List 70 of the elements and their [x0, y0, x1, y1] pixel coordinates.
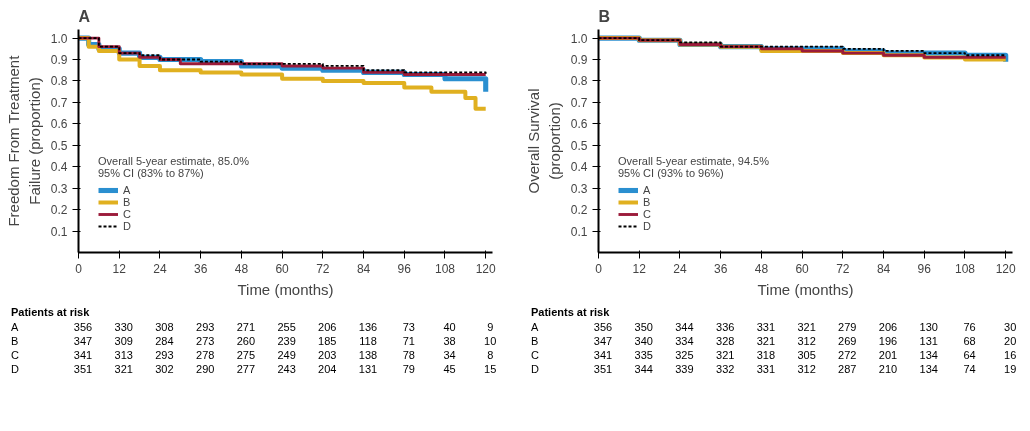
text: D 351 344 339 332 331 312 287 210 134 74 19 [531, 363, 1017, 375]
y-tick-label: 0.7 [50, 95, 68, 110]
legend-label: C [123, 208, 132, 220]
x-tick-label: 108 [434, 261, 456, 276]
text: B 347 340 334 328 321 312 269 196 131 68 20 [531, 335, 1017, 347]
y-tick-label: 0.6 [570, 117, 588, 132]
text: B 347 309 284 273 260 239 185 118 71 38 10 [11, 335, 497, 347]
x-tick-label: 24 [673, 261, 687, 276]
x-tick-label: 0 [595, 261, 603, 276]
x-axis-title: Time (months) [237, 280, 334, 298]
y-tick-label: 0.4 [570, 160, 588, 175]
legend-label: C [643, 208, 652, 220]
legend-label: A [643, 184, 652, 196]
x-tick-label: 96 [397, 261, 412, 276]
x-tick-label: 24 [153, 261, 167, 276]
x-tick-label: 84 [876, 261, 891, 276]
x-tick-label: 12 [632, 261, 647, 276]
y-tick-label: 0.9 [50, 53, 68, 68]
legend-label: A [123, 184, 132, 196]
x-tick-label: 120 [475, 261, 497, 276]
y-tick-label: 0.3 [570, 181, 588, 196]
text: D 351 321 302 290 277 243 204 131 79 45 15 [11, 363, 497, 375]
y-tick-label: 0.5 [50, 138, 68, 153]
x-tick-label: 60 [795, 261, 810, 276]
y-tick-label: 0.8 [50, 74, 68, 89]
x-tick-label: 72 [316, 261, 330, 276]
annotation: Overall 5-year estimate, 85.0% [98, 155, 250, 167]
text: C 341 313 293 278 275 249 203 138 78 34 8 [11, 349, 494, 361]
x-tick-label: 84 [356, 261, 371, 276]
y-axis-title: Overall Survival (proportion) [525, 88, 563, 194]
legend-label: D [123, 220, 132, 232]
text: A 356 330 308 293 271 255 206 136 73 40 9 [11, 321, 494, 333]
y-tick-label: 0.6 [50, 117, 68, 132]
chart-title: B [598, 7, 611, 25]
legend-label: D [643, 220, 652, 232]
text: Patients at risk [11, 305, 90, 320]
y-tick-label: 0.9 [570, 53, 588, 68]
y-tick-label: 0.1 [50, 224, 68, 239]
y-tick-label: 0.5 [570, 138, 588, 153]
y-tick-label: 1.0 [570, 31, 588, 46]
text: C 341 335 325 321 318 305 272 201 134 64 16 [531, 349, 1017, 361]
x-axis-title: Time (months) [757, 280, 854, 298]
legend-label: B [643, 196, 652, 208]
y-tick-label: 0.2 [570, 203, 588, 218]
x-tick-label: 36 [713, 261, 728, 276]
y-tick-label: 0.1 [570, 224, 588, 239]
x-tick-label: 60 [275, 261, 290, 276]
text: Patients at risk [531, 305, 610, 320]
x-tick-label: 108 [954, 261, 976, 276]
y-tick-label: 0.8 [570, 74, 588, 89]
y-tick-label: 1.0 [50, 31, 68, 46]
x-tick-label: 72 [836, 261, 850, 276]
chart-title: A [78, 7, 91, 25]
legend-label: B [123, 196, 132, 208]
y-tick-label: 0.3 [50, 181, 68, 196]
y-tick-label: 0.7 [570, 95, 588, 110]
x-tick-label: 48 [754, 261, 769, 276]
annotation: 95% CI (93% to 96%) [618, 167, 724, 179]
x-tick-label: 96 [917, 261, 932, 276]
x-tick-label: 48 [234, 261, 249, 276]
y-tick-label: 0.2 [50, 203, 68, 218]
x-tick-label: 0 [75, 261, 83, 276]
x-tick-label: 120 [995, 261, 1017, 276]
annotation: Overall 5-year estimate, 94.5% [618, 155, 770, 167]
y-axis-title: Freedom From Treatment Failure (proportion) [5, 54, 43, 227]
x-tick-label: 12 [112, 261, 127, 276]
y-tick-label: 0.4 [50, 160, 68, 175]
x-tick-label: 36 [193, 261, 208, 276]
annotation: 95% CI (83% to 87%) [98, 167, 204, 179]
text: A 356 350 344 336 331 321 279 206 130 76 30 [531, 321, 1017, 333]
